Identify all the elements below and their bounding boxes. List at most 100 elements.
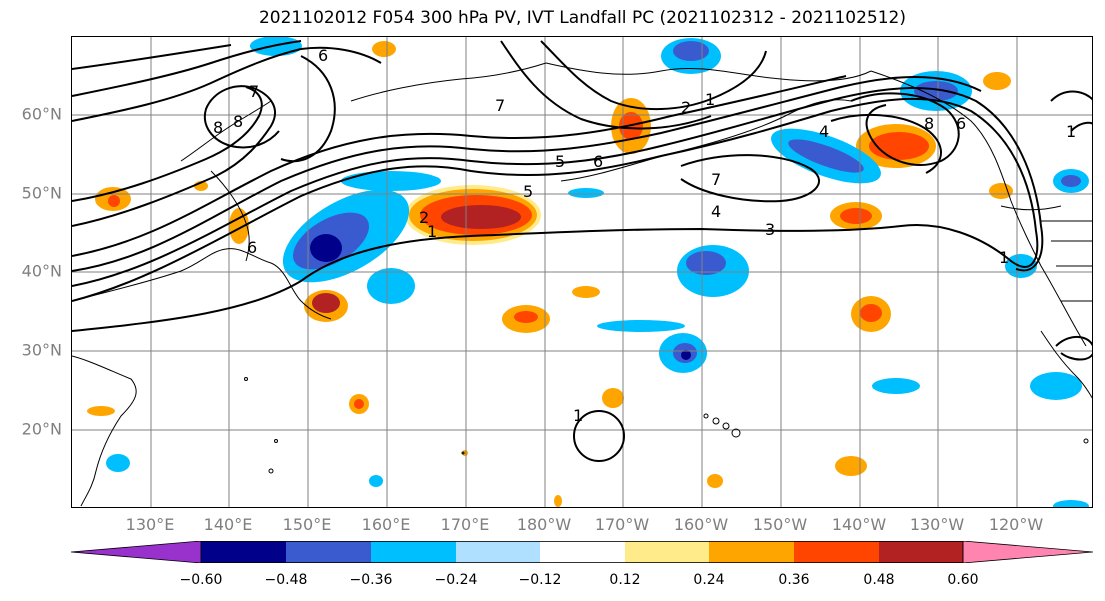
colorbar-tick: −0.12 bbox=[518, 572, 562, 588]
lon-label: 140°E bbox=[203, 515, 253, 534]
lon-label: 150°W bbox=[752, 515, 808, 534]
contour-label: 6 bbox=[956, 114, 966, 133]
lat-label-30n: 30°N bbox=[21, 340, 62, 360]
contour-label: 8 bbox=[233, 112, 243, 131]
colorbar-tick: 0.48 bbox=[863, 572, 895, 588]
positive-anomaly bbox=[602, 388, 624, 408]
contour-labels: 6 7 8 8 6 2 1 1 2 5 5 6 7 4 3 4 8 6 1 1 … bbox=[213, 46, 1076, 425]
contour-label: 7 bbox=[711, 170, 721, 189]
positive-anomaly bbox=[572, 286, 600, 298]
positive-anomaly bbox=[441, 205, 521, 229]
lon-label: 130°W bbox=[909, 515, 965, 534]
contour-label: 6 bbox=[318, 46, 328, 65]
colorbar-segment bbox=[709, 541, 794, 563]
map-panel: 6 7 8 8 6 2 1 1 2 5 5 6 7 4 3 4 8 6 1 1 … bbox=[71, 36, 1093, 508]
contour-label: 4 bbox=[819, 122, 829, 141]
positive-anomaly bbox=[860, 304, 882, 322]
contour-label: 1 bbox=[427, 222, 437, 241]
contour-label: 5 bbox=[523, 182, 533, 201]
positive-anomaly bbox=[354, 399, 364, 409]
positive-anomaly bbox=[372, 41, 396, 57]
negative-anomaly bbox=[914, 81, 958, 101]
figure-title: 2021102012 F054 300 hPa PV, IVT Landfall… bbox=[258, 8, 906, 28]
contour-label: 8 bbox=[924, 114, 934, 133]
colorbar-segment bbox=[286, 541, 371, 563]
colorbar-segment bbox=[794, 541, 879, 563]
lon-label: 160°E bbox=[361, 515, 411, 534]
colorbar-tick: 0.24 bbox=[693, 572, 725, 588]
lon-label: 160°W bbox=[673, 515, 729, 534]
lon-label: 130°E bbox=[125, 515, 175, 534]
negative-anomaly bbox=[341, 171, 441, 191]
positive-anomaly bbox=[840, 208, 872, 224]
contour-label: 7 bbox=[495, 96, 505, 115]
positive-anomaly bbox=[989, 183, 1013, 199]
colorbar-tick: −0.60 bbox=[179, 572, 223, 588]
contour-label: 2 bbox=[681, 98, 691, 117]
negative-anomaly bbox=[681, 350, 691, 360]
colorbar-segment bbox=[201, 541, 286, 563]
contour-label: 1 bbox=[573, 406, 583, 425]
positive-anomaly bbox=[514, 311, 538, 323]
colorbar-extend-low bbox=[70, 540, 202, 564]
colorbar-segment bbox=[456, 541, 540, 563]
negative-anomaly bbox=[106, 454, 130, 472]
coastlines bbox=[72, 62, 1092, 507]
negative-anomaly bbox=[788, 139, 864, 173]
negative-anomaly bbox=[1053, 500, 1089, 507]
negative-anomaly bbox=[686, 251, 726, 275]
colorbar-segment bbox=[625, 541, 709, 563]
ivt-contours bbox=[72, 40, 1092, 462]
colorbar-tick: 0.12 bbox=[609, 572, 641, 588]
contour-label: 1 bbox=[1066, 122, 1076, 141]
lat-label-60n: 60°N bbox=[21, 104, 62, 124]
lat-label-50n: 50°N bbox=[21, 183, 62, 203]
lat-label-20n: 20°N bbox=[21, 419, 62, 439]
lon-label: 170°E bbox=[440, 515, 490, 534]
negative-anomaly bbox=[673, 41, 709, 61]
positive-anomaly bbox=[707, 474, 723, 488]
negative-anomaly bbox=[568, 188, 604, 198]
positive-anomaly bbox=[108, 195, 120, 207]
colorbar-tick: 0.36 bbox=[778, 572, 810, 588]
negative-anomaly bbox=[872, 378, 920, 394]
contour-label: 4 bbox=[711, 202, 721, 221]
contour-label: 7 bbox=[249, 82, 259, 101]
positive-anomaly bbox=[87, 406, 115, 416]
colorbar-tick: −0.36 bbox=[349, 572, 393, 588]
negative-anomaly bbox=[250, 37, 302, 56]
lat-label-40n: 40°N bbox=[21, 261, 62, 281]
contour-label: 6 bbox=[593, 152, 603, 171]
positive-anomaly bbox=[312, 293, 340, 313]
lon-label: 150°E bbox=[282, 515, 332, 534]
negative-anomaly bbox=[1030, 372, 1082, 400]
positive-anomaly bbox=[983, 72, 1011, 90]
negative-anomaly bbox=[369, 475, 383, 487]
lon-label: 120°W bbox=[988, 515, 1044, 534]
lon-label: 140°W bbox=[831, 515, 887, 534]
colorbar bbox=[70, 540, 1094, 564]
negative-anomaly bbox=[1061, 175, 1081, 187]
colorbar-segment bbox=[540, 541, 625, 563]
positive-anomaly bbox=[554, 495, 562, 507]
contour-label: 5 bbox=[555, 152, 565, 171]
graticule bbox=[72, 37, 1092, 507]
positive-anomaly bbox=[835, 456, 867, 476]
contour-label: 3 bbox=[765, 220, 775, 239]
colorbar-tick: −0.48 bbox=[264, 572, 308, 588]
colorbar-segment bbox=[371, 541, 456, 563]
colorbar-tick: −0.24 bbox=[434, 572, 478, 588]
map-canvas: 6 7 8 8 6 2 1 1 2 5 5 6 7 4 3 4 8 6 1 1 … bbox=[72, 37, 1092, 507]
colorbar-segment bbox=[879, 541, 963, 563]
colorbar-extend-high bbox=[962, 540, 1094, 564]
contour-label: 1 bbox=[999, 248, 1009, 267]
contour-label: 8 bbox=[213, 118, 223, 137]
lon-label: 180°W bbox=[516, 515, 572, 534]
contour-label: 1 bbox=[705, 90, 715, 109]
contour-label: 2 bbox=[419, 208, 429, 227]
negative-anomaly bbox=[310, 234, 342, 262]
lon-label: 170°W bbox=[594, 515, 650, 534]
colorbar-tick: 0.60 bbox=[947, 572, 979, 588]
shaded-field bbox=[87, 37, 1089, 507]
negative-anomaly bbox=[597, 320, 685, 332]
